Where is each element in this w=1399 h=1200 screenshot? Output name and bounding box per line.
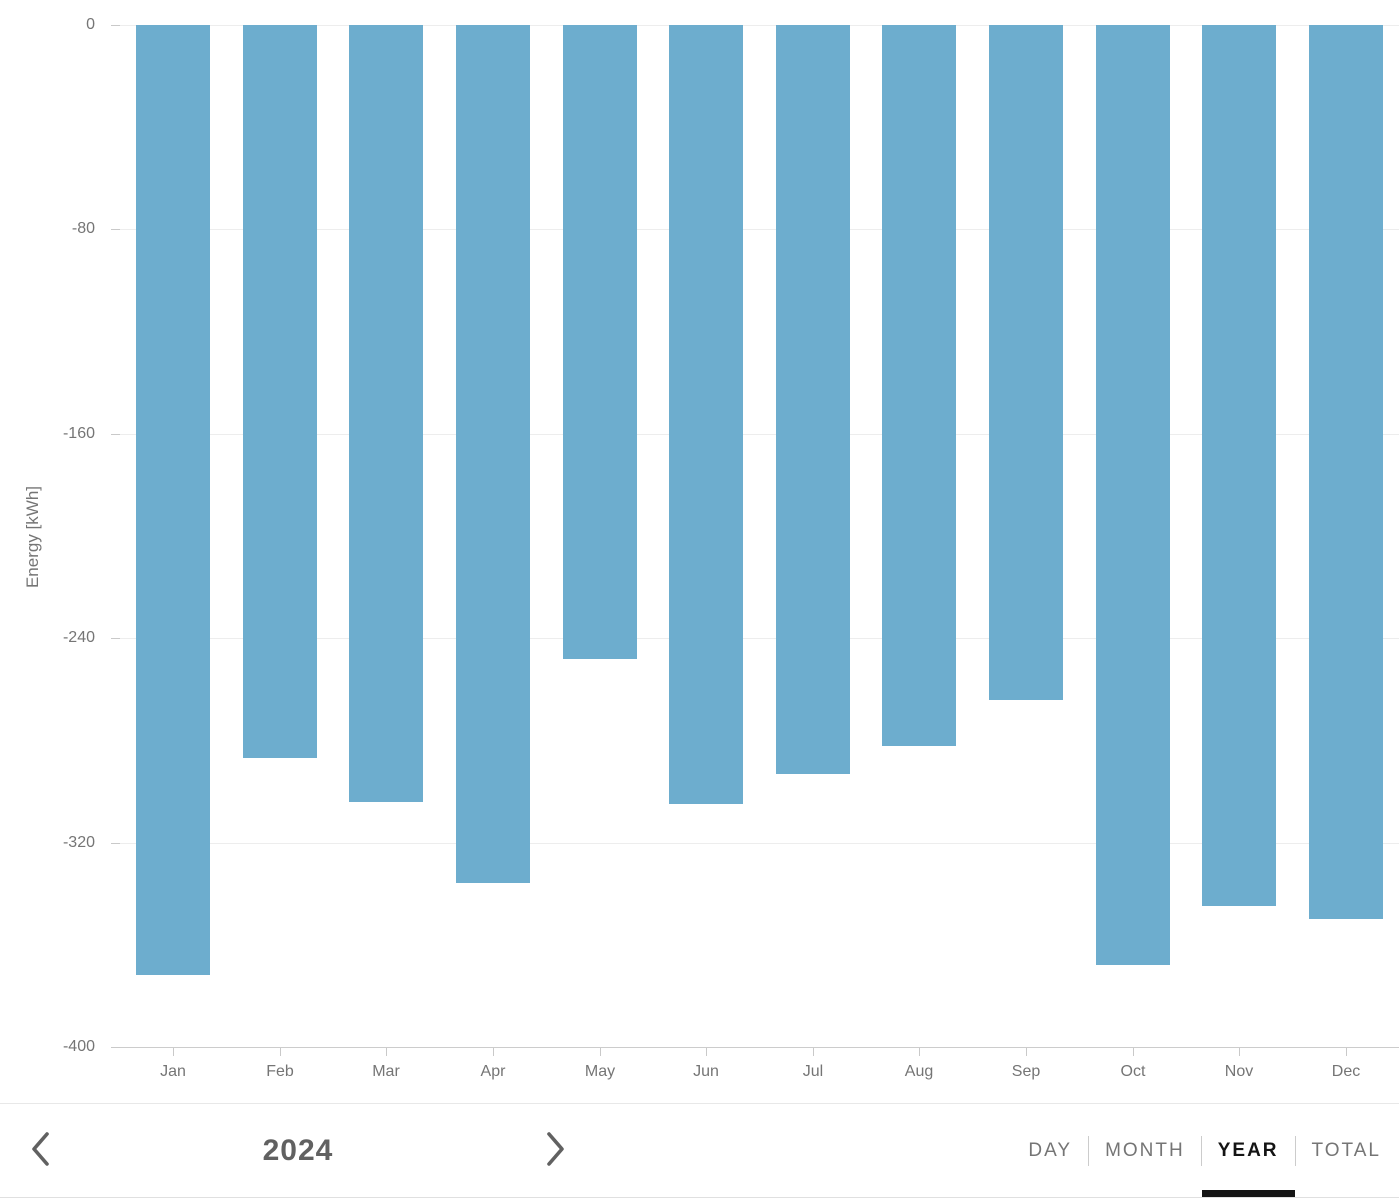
x-axis-tick	[600, 1048, 601, 1056]
y-axis-tick	[111, 638, 120, 639]
bar-nov[interactable]	[1202, 25, 1276, 906]
x-axis-tick	[1133, 1048, 1134, 1056]
bar-jun[interactable]	[669, 25, 743, 804]
x-tick-label-sep: Sep	[1011, 1063, 1041, 1080]
tab-year[interactable]: YEAR	[1201, 1104, 1295, 1197]
bar-oct[interactable]	[1096, 25, 1170, 965]
year-selector: 2024	[28, 1104, 568, 1197]
x-axis-tick	[1346, 1048, 1347, 1056]
bar-apr[interactable]	[456, 25, 530, 883]
active-tab-underline	[1201, 1190, 1295, 1197]
y-tick-label: -320	[62, 834, 95, 851]
x-tick-label-may: May	[584, 1063, 616, 1080]
bar-jul[interactable]	[776, 25, 850, 774]
x-tick-label-dec: Dec	[1331, 1063, 1361, 1080]
bar-jan[interactable]	[136, 25, 210, 975]
bar-mar[interactable]	[349, 25, 423, 802]
x-tick-label-jan: Jan	[160, 1063, 186, 1080]
y-axis-tick	[111, 25, 120, 26]
tab-divider	[1088, 1135, 1090, 1166]
x-tick-label-apr: Apr	[480, 1063, 506, 1080]
energy-bar-chart: Energy [kWh] 0 -80 -160 -240 -320 -400 Jan Feb M…	[23, 16, 1399, 1080]
x-tick-label-feb: Feb	[266, 1063, 294, 1080]
x-tick-label-jul: Jul	[802, 1063, 824, 1080]
x-axis-tick	[386, 1048, 387, 1056]
tab-total[interactable]: TOTAL	[1296, 1104, 1397, 1197]
gridline	[120, 25, 1399, 26]
y-tick-label: -400	[62, 1038, 95, 1055]
x-tick-label-aug: Aug	[904, 1063, 934, 1080]
x-tick-label-mar: Mar	[372, 1063, 400, 1080]
chevron-left-icon	[28, 1130, 52, 1171]
tab-divider	[1200, 1135, 1202, 1166]
tab-label: TOTAL	[1311, 1139, 1381, 1161]
next-year-button[interactable]	[544, 1130, 568, 1171]
x-axis-tick	[173, 1048, 174, 1056]
x-axis-tick	[1239, 1048, 1240, 1056]
y-tick-label: 0	[86, 16, 95, 33]
y-axis-title: Energy [kWh]	[23, 485, 42, 589]
x-tick-label-nov: Nov	[1224, 1063, 1254, 1080]
tab-label: YEAR	[1217, 1139, 1279, 1161]
bar-aug[interactable]	[882, 25, 956, 746]
gridline	[120, 638, 1399, 639]
x-axis-tick	[706, 1048, 707, 1056]
x-tick-label-oct: Oct	[1120, 1063, 1146, 1080]
y-tick-label: -160	[62, 425, 95, 442]
gridline	[120, 843, 1399, 844]
y-tick-label: -80	[71, 220, 95, 237]
y-tick-label: -240	[62, 629, 95, 646]
bar-feb[interactable]	[243, 25, 317, 758]
chevron-right-icon	[544, 1130, 568, 1171]
x-axis-tick	[1026, 1048, 1027, 1056]
x-axis-tick	[813, 1048, 814, 1056]
tab-day[interactable]: DAY	[1012, 1104, 1088, 1197]
bar-sep[interactable]	[989, 25, 1063, 700]
tab-label: MONTH	[1105, 1139, 1185, 1161]
y-axis-tick	[111, 1047, 120, 1048]
x-tick-label-jun: Jun	[693, 1063, 719, 1080]
bar-dec[interactable]	[1309, 25, 1383, 919]
x-axis-tick	[280, 1048, 281, 1056]
x-axis-tick	[493, 1048, 494, 1056]
y-axis-tick	[111, 843, 120, 844]
x-axis-line	[120, 1047, 1399, 1048]
y-axis-tick	[111, 434, 120, 435]
tab-month[interactable]: MONTH	[1089, 1104, 1201, 1197]
gridline	[120, 229, 1399, 230]
gridline	[120, 434, 1399, 435]
chart-navigation-bar: 2024 DAY MONTH YEAR TOTAL	[0, 1103, 1399, 1198]
y-axis-tick	[111, 229, 120, 230]
tab-divider	[1294, 1135, 1296, 1166]
year-label: 2024	[262, 1133, 334, 1167]
bar-may[interactable]	[563, 25, 637, 659]
range-tabs: DAY MONTH YEAR TOTAL	[1012, 1104, 1397, 1197]
previous-year-button[interactable]	[28, 1130, 52, 1171]
tab-label: DAY	[1028, 1139, 1073, 1161]
x-axis-tick	[919, 1048, 920, 1056]
